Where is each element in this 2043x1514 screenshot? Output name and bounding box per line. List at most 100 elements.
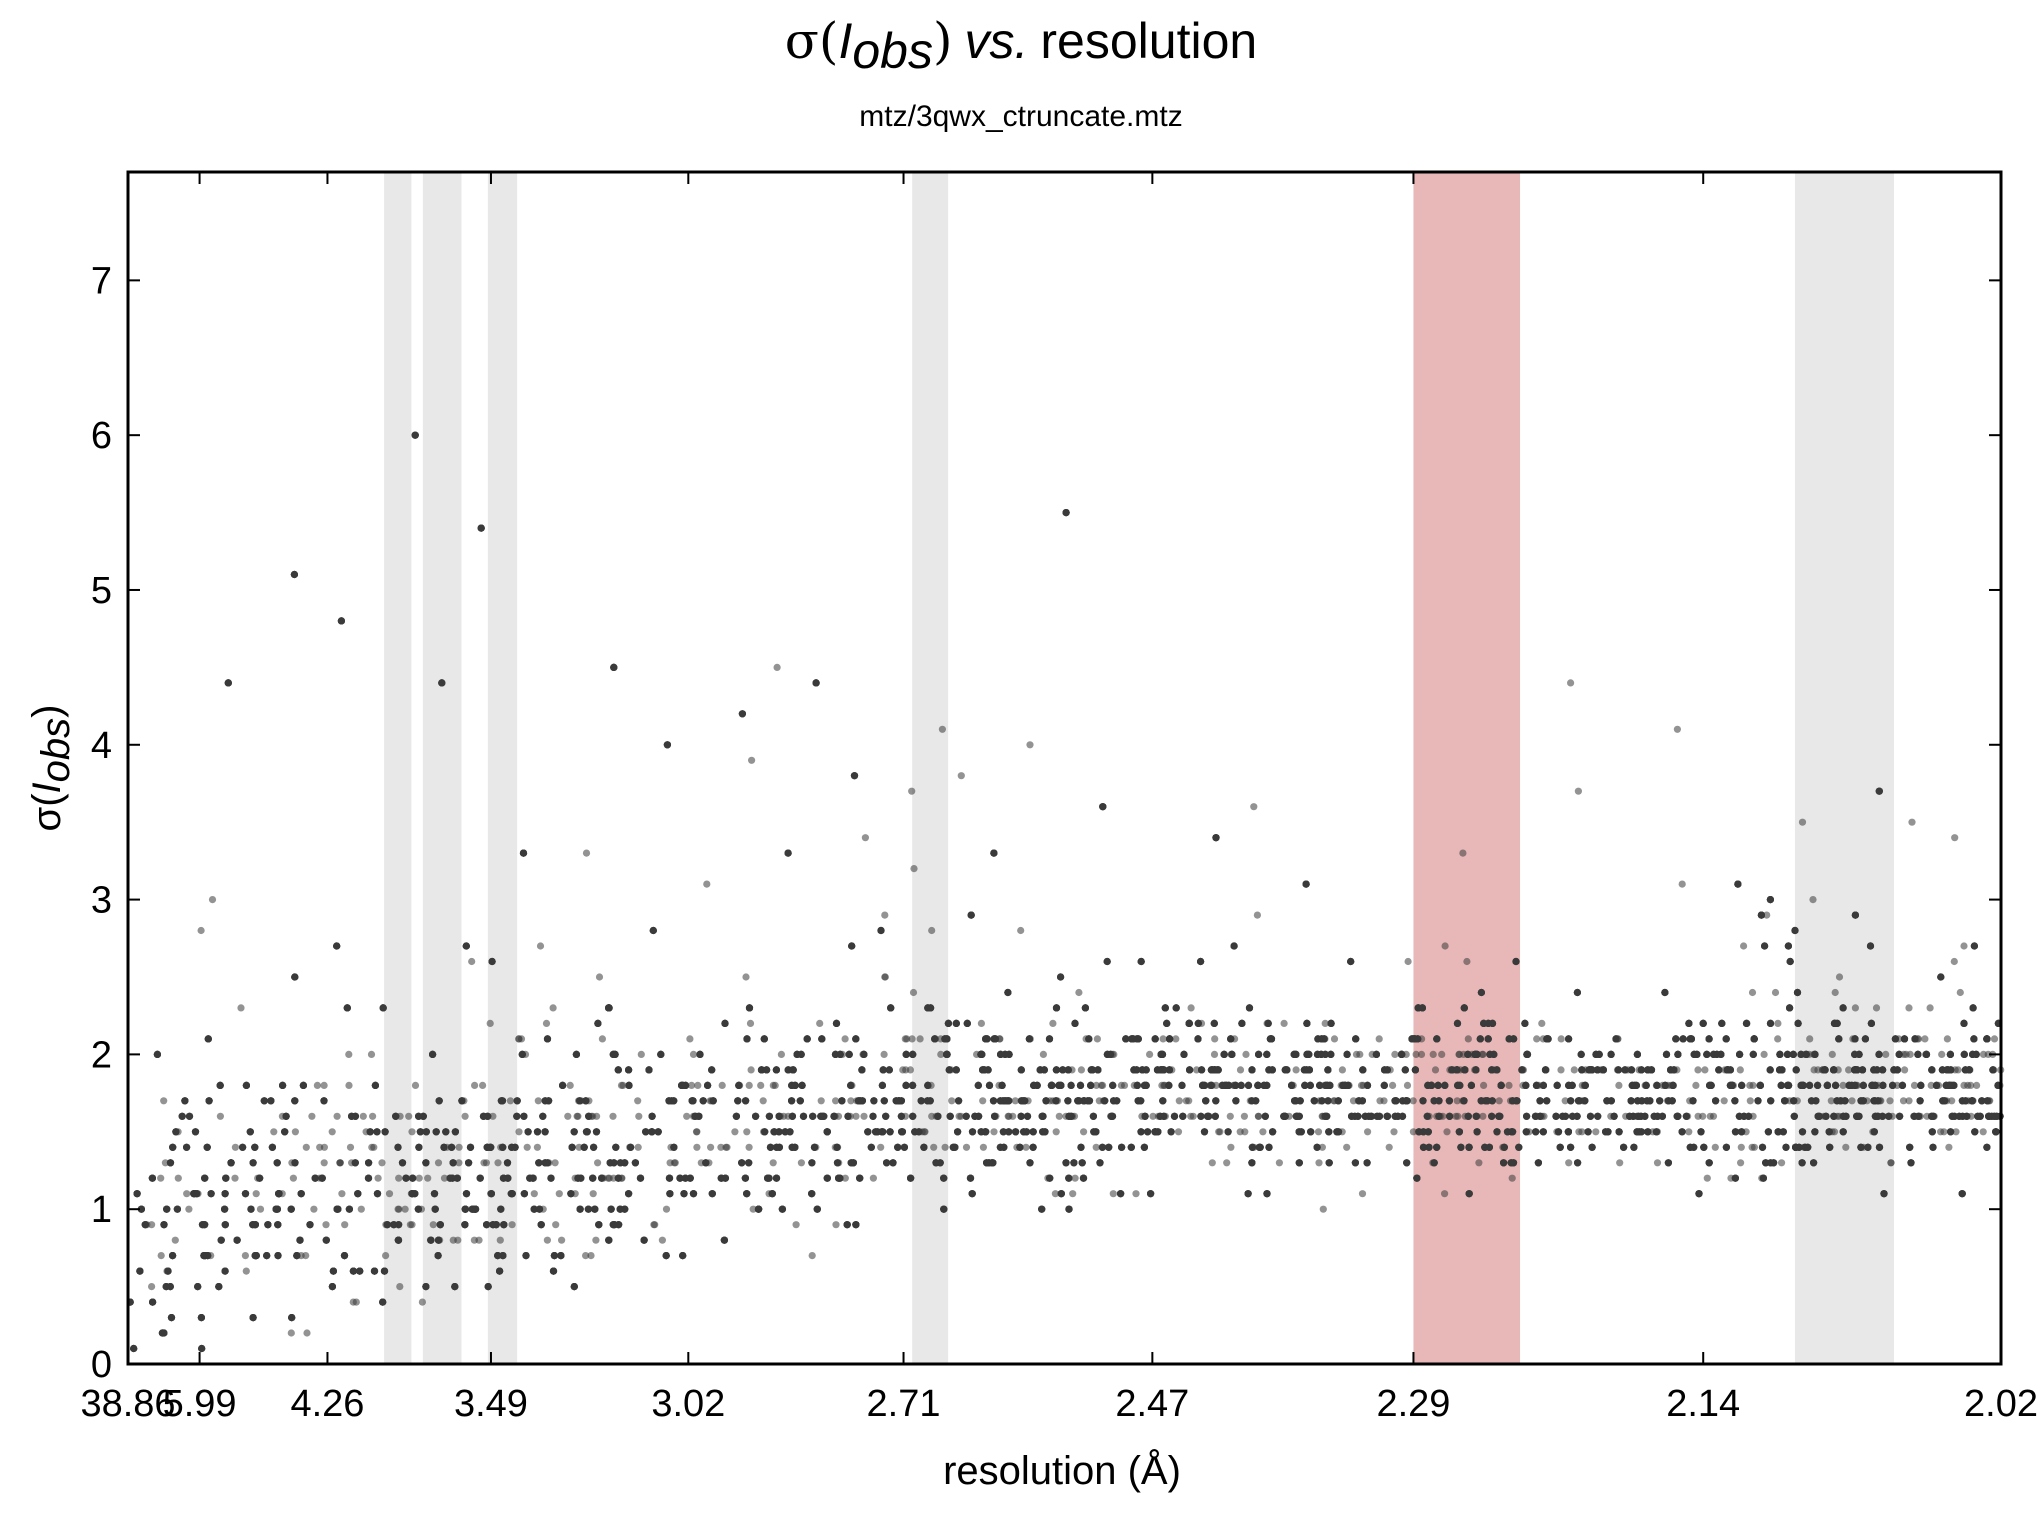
data-point bbox=[1806, 1035, 1814, 1043]
data-point bbox=[869, 1174, 878, 1182]
data-point bbox=[1760, 1050, 1768, 1058]
data-point bbox=[1694, 1066, 1702, 1074]
data-point bbox=[1567, 679, 1575, 687]
data-point bbox=[534, 1097, 542, 1105]
data-point bbox=[558, 1236, 566, 1244]
data-point bbox=[693, 1128, 701, 1136]
data-point bbox=[717, 1143, 725, 1151]
data-point bbox=[1315, 1159, 1323, 1167]
data-point bbox=[174, 1174, 182, 1182]
data-point bbox=[440, 1174, 449, 1182]
data-point bbox=[1984, 1050, 1992, 1058]
data-point bbox=[1814, 1066, 1822, 1074]
data-point bbox=[1578, 1128, 1586, 1136]
data-point bbox=[977, 1019, 986, 1027]
data-point bbox=[1051, 1190, 1059, 1198]
ice-ring-band bbox=[384, 172, 412, 1364]
data-point bbox=[468, 957, 476, 966]
data-point bbox=[1429, 1050, 1437, 1058]
data-point bbox=[1505, 1081, 1513, 1089]
data-point bbox=[1174, 1128, 1183, 1136]
data-point bbox=[1391, 1050, 1399, 1058]
data-point bbox=[1927, 1081, 1935, 1089]
data-point bbox=[634, 1097, 642, 1105]
data-point bbox=[1952, 1128, 1960, 1136]
highlight-band bbox=[1413, 172, 1521, 1364]
data-point bbox=[1095, 1097, 1103, 1105]
data-point bbox=[651, 1221, 659, 1229]
data-point bbox=[322, 1221, 330, 1229]
data-point bbox=[1798, 818, 1807, 826]
data-point bbox=[1412, 1050, 1420, 1058]
data-point bbox=[486, 1019, 494, 1027]
data-point bbox=[1242, 1050, 1250, 1058]
data-point bbox=[666, 1159, 674, 1167]
data-point bbox=[1075, 988, 1083, 997]
data-point bbox=[1077, 1066, 1085, 1074]
data-point bbox=[749, 1205, 757, 1213]
data-point bbox=[489, 1112, 497, 1120]
data-point bbox=[773, 663, 781, 672]
data-point bbox=[470, 1236, 478, 1244]
data-point bbox=[1828, 1050, 1836, 1058]
data-point bbox=[530, 1190, 538, 1198]
data-point bbox=[1940, 1128, 1948, 1136]
data-point bbox=[1685, 1128, 1693, 1136]
data-point bbox=[197, 926, 205, 935]
data-point bbox=[731, 1128, 739, 1136]
data-point bbox=[683, 1112, 691, 1120]
data-point bbox=[378, 1159, 386, 1167]
data-point bbox=[582, 1252, 590, 1260]
data-point bbox=[694, 1081, 702, 1089]
data-point bbox=[1099, 1081, 1107, 1089]
data-point bbox=[941, 1143, 949, 1151]
data-point bbox=[289, 1174, 297, 1182]
data-point bbox=[185, 1205, 193, 1213]
data-point bbox=[552, 1221, 560, 1229]
data-point bbox=[1945, 1143, 1953, 1151]
data-point bbox=[777, 1050, 786, 1058]
data-point bbox=[1071, 1174, 1079, 1182]
data-point bbox=[841, 1174, 849, 1182]
data-point bbox=[1187, 1004, 1195, 1012]
data-point bbox=[496, 1236, 504, 1244]
data-point bbox=[1508, 1174, 1516, 1182]
data-point bbox=[536, 942, 545, 950]
data-point bbox=[310, 1205, 318, 1213]
data-point bbox=[832, 1097, 840, 1105]
ice-ring-band bbox=[487, 172, 518, 1364]
data-point bbox=[1926, 1004, 1934, 1012]
data-point bbox=[341, 1221, 349, 1229]
data-point bbox=[471, 1081, 479, 1089]
data-point bbox=[1185, 1097, 1193, 1105]
data-point bbox=[1193, 1066, 1201, 1074]
data-point bbox=[877, 1143, 885, 1151]
data-point bbox=[405, 1112, 413, 1120]
data-point bbox=[1389, 1081, 1397, 1089]
data-point bbox=[1254, 1112, 1262, 1120]
data-point bbox=[1701, 1066, 1709, 1074]
data-point bbox=[148, 1221, 156, 1229]
data-point bbox=[359, 1112, 367, 1120]
data-point bbox=[1678, 880, 1686, 888]
data-point bbox=[1250, 803, 1258, 811]
data-point bbox=[1236, 1128, 1244, 1136]
data-point bbox=[1960, 942, 1968, 950]
data-point bbox=[962, 1143, 971, 1151]
data-point bbox=[401, 1205, 409, 1213]
data-point bbox=[1404, 957, 1412, 966]
data-point bbox=[881, 911, 889, 919]
data-point bbox=[1774, 1035, 1782, 1043]
data-point bbox=[1827, 1097, 1835, 1105]
data-point bbox=[395, 1174, 403, 1182]
data-point bbox=[1746, 1081, 1754, 1089]
data-point bbox=[1740, 942, 1748, 950]
data-point bbox=[1259, 1128, 1267, 1136]
data-point bbox=[861, 834, 870, 842]
data-point bbox=[635, 1112, 643, 1120]
data-point bbox=[1011, 1097, 1019, 1105]
data-point bbox=[411, 1081, 420, 1089]
data-point bbox=[1092, 1081, 1100, 1089]
data-point bbox=[1409, 1128, 1417, 1136]
data-point bbox=[523, 1143, 531, 1151]
